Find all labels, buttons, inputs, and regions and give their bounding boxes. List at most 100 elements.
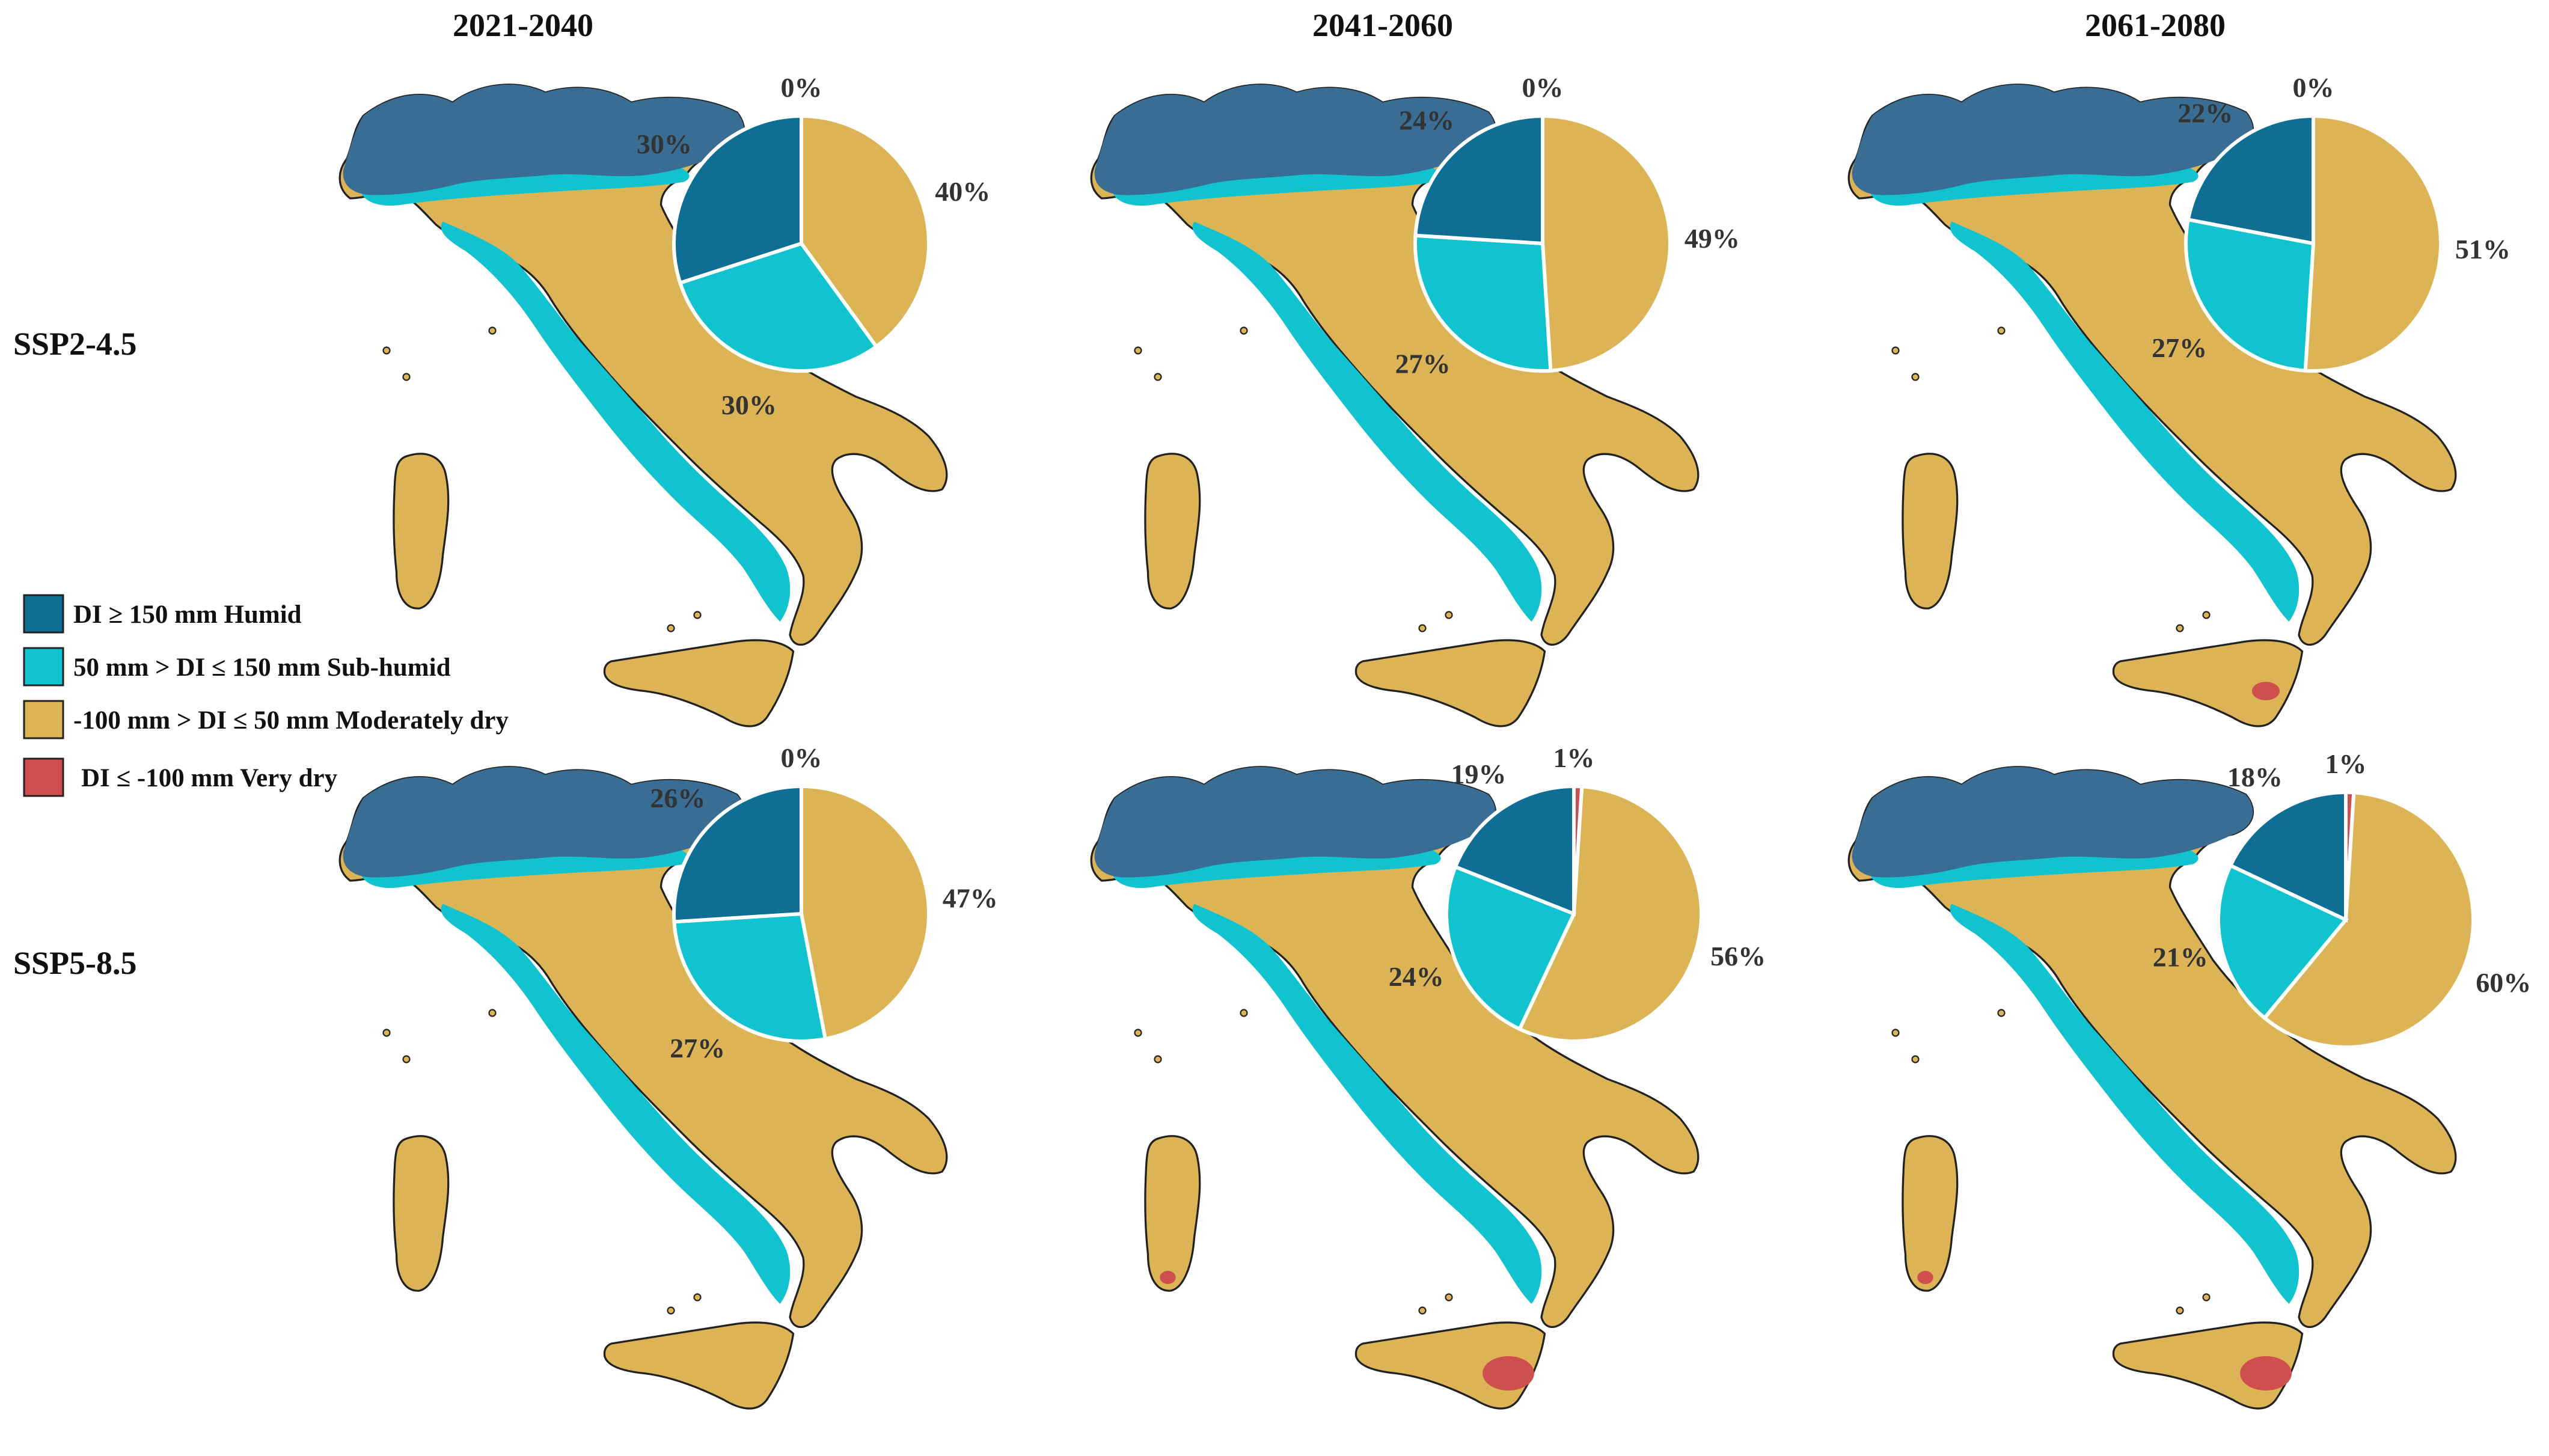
pie-slice-humid xyxy=(2228,790,2348,923)
map-small-island xyxy=(1891,1029,1900,1037)
map-very-dry-patch xyxy=(1917,1271,1933,1284)
map-small-island xyxy=(1911,1055,1920,1063)
pie-slice-moderately-dry xyxy=(800,784,931,1041)
pie-chart-2: 0% 49% 27% 24% xyxy=(1395,72,1740,379)
map-sardinia xyxy=(1902,1135,1959,1292)
period-title-3: 2061-2080 xyxy=(2085,7,2226,43)
map-small-island xyxy=(488,1009,497,1017)
map-small-island xyxy=(693,611,702,619)
map-sardinia xyxy=(1144,453,1201,610)
legend-label-subhumid: 50 mm > DI ≤ 150 mm Sub-humid xyxy=(73,653,451,682)
map-small-island xyxy=(2176,624,2184,632)
map-very-dry-patch xyxy=(1483,1356,1534,1391)
map-small-island xyxy=(667,1306,675,1315)
map-small-island xyxy=(1997,1009,2006,1017)
legend-label-very-dry: DI ≤ -100 mm Very dry xyxy=(81,764,338,792)
pie-slice-subhumid xyxy=(678,241,879,373)
pie-label-very-dry: 1% xyxy=(1553,742,1595,773)
pie-label-humid: 24% xyxy=(1399,105,1454,135)
map-sicily xyxy=(603,1321,795,1410)
pie-slice-humid xyxy=(1452,784,1576,917)
pie-label-subhumid: 24% xyxy=(1389,961,1444,992)
pie-slice-moderately-dry xyxy=(2262,791,2475,1049)
maps-layer xyxy=(338,84,2457,1410)
legend-swatch-humid xyxy=(23,594,64,634)
scenario-label-ssp585: SSP5-8.5 xyxy=(13,945,137,981)
pie-label-very-dry: 0% xyxy=(1522,72,1564,103)
map-small-island xyxy=(1154,373,1162,381)
pie-slice-moderately-dry xyxy=(1517,785,1703,1043)
pie-chart-4: 0% 47% 27% 26% xyxy=(650,742,997,1063)
pie-label-moderately-dry: 51% xyxy=(2455,234,2511,265)
map-small-island xyxy=(1240,1009,1248,1017)
map-sardinia xyxy=(393,1135,450,1292)
map-small-island xyxy=(402,373,411,381)
pie-slice-moderately-dry xyxy=(800,114,931,349)
pie-label-very-dry: 0% xyxy=(781,72,822,103)
italy-map-4 xyxy=(338,766,948,1410)
map-small-island xyxy=(693,1293,702,1302)
legend-swatch-moderately-dry xyxy=(23,700,64,739)
pie-slice-subhumid xyxy=(1445,864,1577,1032)
pie-slice-subhumid xyxy=(2217,863,2349,1021)
period-titles: 2021-2040 2041-2060 2061-2080 xyxy=(453,7,2226,43)
pie-label-humid: 19% xyxy=(1451,759,1506,789)
map-small-island xyxy=(382,346,391,355)
pie-slice-subhumid xyxy=(2184,217,2316,373)
map-small-island xyxy=(2202,1293,2211,1302)
map-sardinia xyxy=(393,453,450,610)
map-sardinia xyxy=(1902,453,1959,610)
pie-label-very-dry: 1% xyxy=(2325,748,2367,779)
pie-label-subhumid: 27% xyxy=(670,1033,725,1063)
map-small-island xyxy=(2202,611,2211,619)
pie-charts: 0% 40% 30% 30% 0% 49% 27% 24% 0% 51% 27% 22% 0% 47% 27… xyxy=(637,72,2531,1063)
map-small-island xyxy=(1418,624,1427,632)
map-small-island xyxy=(1134,346,1142,355)
map-small-island xyxy=(667,624,675,632)
map-small-island xyxy=(1911,373,1920,381)
pie-label-moderately-dry: 47% xyxy=(943,882,998,913)
legend-label-humid: DI ≥ 150 mm Humid xyxy=(73,601,302,629)
map-small-island xyxy=(488,326,497,335)
pie-slice-subhumid xyxy=(672,911,828,1043)
pie-chart-5: 1% 56% 24% 19% xyxy=(1389,742,1766,1043)
period-title-1: 2021-2040 xyxy=(453,7,593,43)
map-small-island xyxy=(402,1055,411,1063)
pie-label-very-dry: 0% xyxy=(781,742,822,773)
pie-label-moderately-dry: 49% xyxy=(1685,223,1740,254)
scenario-label-ssp245: SSP2-4.5 xyxy=(13,326,137,362)
pie-label-moderately-dry: 56% xyxy=(1710,941,1766,971)
map-small-island xyxy=(1154,1055,1162,1063)
legend-label-moderately-dry: -100 mm > DI ≤ 50 mm Moderately dry xyxy=(73,706,509,735)
map-small-island xyxy=(1891,346,1900,355)
period-title-2: 2041-2060 xyxy=(1312,7,1453,43)
legend: DI ≥ 150 mm Humid 50 mm > DI ≤ 150 mm Su… xyxy=(23,594,509,797)
pie-chart-6: 1% 60% 21% 18% xyxy=(2153,748,2531,1049)
map-small-island xyxy=(1240,326,1248,335)
pie-label-humid: 26% xyxy=(650,783,705,813)
pie-label-moderately-dry: 40% xyxy=(935,176,990,207)
pie-label-subhumid: 21% xyxy=(2153,942,2208,973)
map-sardinia xyxy=(1144,1135,1201,1292)
map-small-island xyxy=(1445,611,1453,619)
italy-map-5 xyxy=(1090,766,1700,1410)
map-small-island xyxy=(1997,326,2006,335)
italy-map-1 xyxy=(338,84,948,727)
pie-chart-3: 0% 51% 27% 22% xyxy=(2152,72,2511,373)
pie-label-very-dry: 0% xyxy=(2293,72,2334,103)
legend-swatch-very-dry xyxy=(23,757,64,797)
map-small-island xyxy=(2176,1306,2184,1315)
pie-slice-humid xyxy=(672,114,803,286)
map-sicily xyxy=(603,639,795,727)
map-very-dry-patch xyxy=(2251,682,2280,700)
italy-map-2 xyxy=(1090,84,1700,727)
pie-slice-humid xyxy=(1413,114,1544,246)
italy-map-3 xyxy=(1847,84,2457,727)
pie-label-humid: 30% xyxy=(637,129,692,159)
map-sicily xyxy=(2112,639,2304,727)
map-small-island xyxy=(382,1029,391,1037)
map-small-island xyxy=(1418,1306,1427,1315)
pie-slice-moderately-dry xyxy=(2303,114,2443,373)
pie-chart-1: 0% 40% 30% 30% xyxy=(637,72,990,420)
pie-label-subhumid: 30% xyxy=(721,390,777,420)
